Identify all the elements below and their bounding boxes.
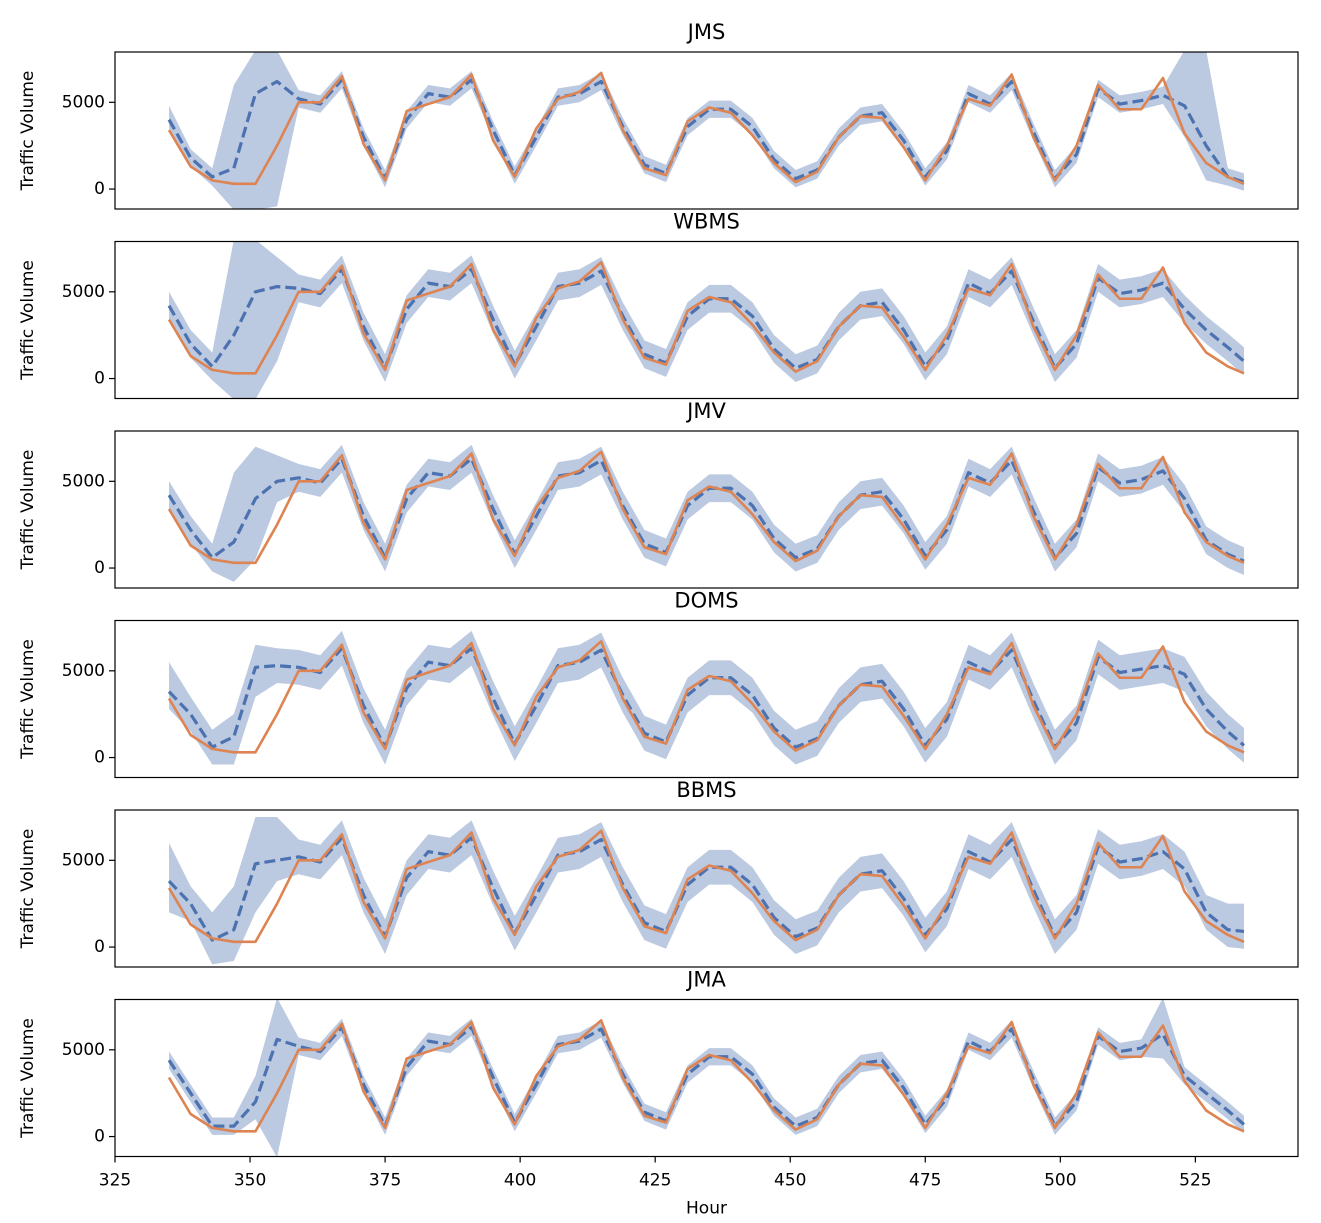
- plot-area: [167, 241, 1246, 399]
- confidence-band: [169, 444, 1244, 582]
- actual-line: [167, 1019, 1245, 1133]
- plot-area: [167, 999, 1246, 1157]
- axes-frame: [114, 998, 1299, 1158]
- x-tick-label: 325: [99, 1171, 131, 1191]
- actual-line: [167, 640, 1245, 754]
- subplot-title: JMA: [685, 968, 726, 992]
- confidence-band: [169, 241, 1244, 399]
- y-tick-label: 5000: [62, 471, 105, 491]
- y-tick-label: 5000: [62, 282, 105, 302]
- y-tick-label: 0: [94, 369, 105, 389]
- x-tick-label: 475: [909, 1171, 941, 1191]
- subplot: JMV Traffic Volume 0 5000: [18, 399, 1299, 589]
- y-tick-label: 5000: [62, 661, 105, 681]
- y-axis-label: Traffic Volume: [18, 260, 38, 381]
- x-tick-label: 450: [774, 1171, 806, 1191]
- actual-line: [167, 829, 1245, 944]
- axes-frame: [114, 809, 1299, 968]
- subplot: JMS Traffic Volume 0 5000: [18, 20, 1299, 210]
- y-tick-label: 5000: [62, 850, 105, 870]
- x-tick-label: 375: [369, 1171, 401, 1191]
- y-tick-label: 0: [94, 558, 105, 578]
- y-tick-label: 0: [94, 1127, 105, 1147]
- x-axis-label: Hour: [686, 1199, 727, 1219]
- y-axis-label: Traffic Volume: [18, 71, 38, 192]
- plot-area: [167, 52, 1245, 209]
- y-axis-label: Traffic Volume: [18, 1018, 38, 1139]
- subplot: WBMS Traffic Volume 0 5000: [18, 210, 1299, 400]
- y-tick-label: 5000: [62, 92, 105, 112]
- actual-line: [167, 71, 1245, 186]
- subplot-title: JMV: [685, 399, 726, 423]
- y-axis-label: Traffic Volume: [18, 639, 38, 760]
- axes-frame: [114, 240, 1299, 400]
- y-tick-label: 0: [94, 179, 105, 199]
- subplot-title: DOMS: [674, 589, 738, 613]
- actual-line: [167, 261, 1245, 375]
- x-tick-label: 500: [1044, 1171, 1076, 1191]
- subplot-title: WBMS: [673, 210, 740, 234]
- forecast-line: [167, 836, 1245, 942]
- x-tick-label: 400: [504, 1171, 536, 1191]
- x-tick-label: 525: [1179, 1171, 1211, 1191]
- y-axis-label: Traffic Volume: [18, 829, 38, 950]
- subplot-title: JMS: [686, 20, 726, 44]
- plot-area: [167, 816, 1245, 965]
- subplot-title: BBMS: [676, 778, 736, 802]
- y-axis-label: Traffic Volume: [18, 450, 38, 571]
- confidence-band: [169, 52, 1244, 209]
- x-tick-label: 350: [234, 1171, 266, 1191]
- actual-line: [167, 450, 1245, 565]
- y-tick-label: 0: [94, 937, 105, 957]
- plot-area: [167, 444, 1245, 582]
- axes-frame: [114, 619, 1299, 779]
- subplot: DOMS Traffic Volume 0 5000: [18, 589, 1299, 779]
- forecast-line: [167, 646, 1246, 749]
- y-tick-label: 5000: [62, 1040, 105, 1060]
- subplot: BBMS Traffic Volume 0 5000: [18, 778, 1299, 968]
- x-tick-label: 425: [639, 1171, 671, 1191]
- y-tick-label: 0: [94, 748, 105, 768]
- forecast-line: [167, 78, 1245, 184]
- confidence-band: [169, 999, 1244, 1157]
- axes-frame: [114, 51, 1299, 210]
- axes-frame: [114, 430, 1299, 589]
- subplot: JMA Traffic Volume 0 5000 325 350 375 400 425 450…: [18, 968, 1299, 1219]
- plot-area: [167, 630, 1246, 765]
